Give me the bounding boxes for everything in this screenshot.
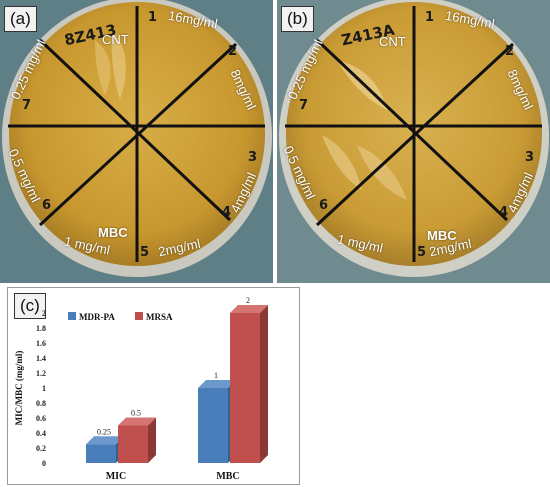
bar	[86, 444, 116, 463]
y-tick-label: 2	[42, 309, 46, 318]
bar-data-label: 1	[214, 371, 218, 380]
control-label-b: CNT	[379, 34, 406, 49]
petri-dish-a-drawing	[2, 0, 272, 277]
bar-side	[148, 417, 156, 463]
mbc-label-a: MBC	[98, 225, 128, 240]
y-tick-label: 1.4	[36, 354, 46, 363]
sector-lines	[285, 6, 542, 262]
sector-lines	[8, 6, 265, 262]
panel-label-a: (a)	[4, 6, 37, 32]
legend-swatch	[68, 312, 76, 320]
sector-mark: 5	[140, 245, 150, 260]
petri-dish-photo-a: (a) 8Z413 CNT 16mg/ml 8mg/ml 4mg/ml 2mg/…	[0, 0, 273, 283]
mbc-label-b: MBC	[427, 228, 457, 243]
sector-mark: 4	[222, 205, 232, 220]
bacterial-growth-streak	[322, 135, 362, 190]
sector-mark: 7	[299, 98, 309, 113]
x-tick-label: MBC	[216, 471, 239, 482]
sector-mark: 2	[228, 44, 238, 59]
sector-mark: 6	[42, 198, 52, 213]
bar	[230, 313, 260, 463]
bar	[198, 388, 228, 463]
panel-label-b: (b)	[281, 6, 314, 32]
bar-chart: 0 0.2 0.4 0.6 0.8 1 1.2 1.4 1.6 1.8 2 MIC/MBC (mg/m…	[14, 296, 268, 482]
bar-data-label: 0.25	[97, 427, 111, 436]
sector-mark: 6	[319, 198, 329, 213]
sector-mark: 1	[148, 10, 158, 25]
bar-data-label: 0.5	[131, 409, 141, 418]
legend-label: MRSA	[146, 312, 173, 322]
bacterial-growth-streak	[111, 30, 126, 100]
sector-mark: 1	[425, 10, 435, 25]
bar-top	[198, 380, 236, 388]
y-tick-label: 0.6	[36, 414, 46, 423]
y-tick-label: 0.4	[36, 429, 46, 438]
y-tick-label: 1.6	[36, 339, 46, 348]
y-tick-label: 1.2	[36, 369, 46, 378]
sector-mark: 3	[525, 150, 535, 165]
bar	[118, 425, 148, 463]
y-tick-label: 0.8	[36, 399, 46, 408]
y-tick-label: 1.8	[36, 324, 46, 333]
y-tick-label: 0	[42, 459, 46, 468]
control-label-a: CNT	[102, 32, 129, 47]
panel-label-c: (c)	[14, 293, 46, 319]
y-axis-label: MIC/MBC (mg/ml)	[14, 351, 24, 426]
sector-mark: 4	[499, 205, 509, 220]
chart-panel-c: (c) 0 0.2 0.4 0.6 0.8 1 1.2 1.4 1.6 1.8 2 MIC/MBC (…	[7, 287, 300, 485]
y-tick-label: 1	[42, 384, 46, 393]
sector-mark: 2	[505, 44, 515, 59]
sector-mark: 7	[22, 98, 32, 113]
bar-top	[86, 436, 124, 445]
legend-swatch	[135, 312, 143, 320]
bar-top	[230, 305, 268, 313]
bar-top	[118, 417, 156, 426]
bacterial-growth-streak	[357, 145, 407, 200]
sector-mark: 3	[248, 150, 258, 165]
petri-dish-photo-b: (b) Z413A CNT 16mg/ml 8mg/ml 4mg/ml 2mg/…	[277, 0, 550, 283]
legend-label: MDR-PA	[79, 312, 115, 322]
petri-dish-b-drawing	[279, 0, 549, 277]
y-tick-label: 0.2	[36, 444, 46, 453]
sector-mark: 5	[417, 245, 427, 260]
bar-data-label: 2	[246, 296, 250, 305]
bacterial-growth-streak	[95, 40, 111, 95]
bar-side	[260, 305, 268, 463]
x-tick-label: MIC	[106, 471, 127, 482]
